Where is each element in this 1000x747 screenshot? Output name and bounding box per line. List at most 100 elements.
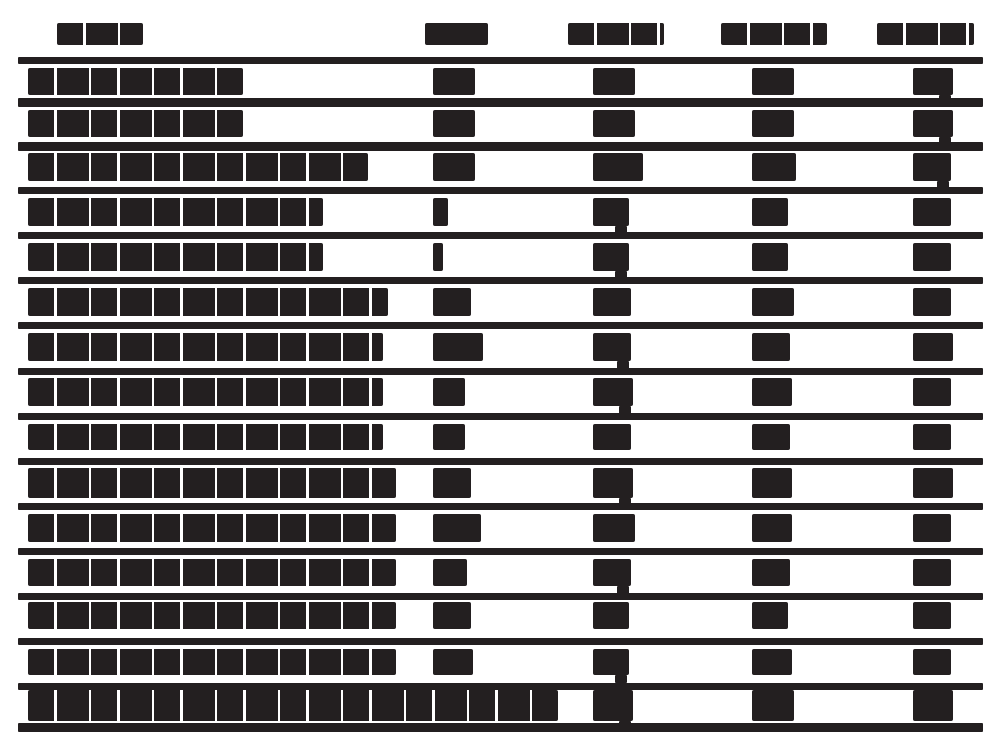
model-name-blob [28,110,243,137]
model-name-blob [28,514,396,542]
value-blob-c5 [913,559,951,586]
value-blob-c2 [433,514,481,542]
horizontal-rule-8 [18,413,983,420]
value-blob-c2 [433,378,465,406]
value-blob-c4 [752,649,792,675]
horizontal-rule-14 [18,683,983,690]
value-blob-c2 [433,288,471,316]
horizontal-rule-0 [18,57,983,64]
value-blob-c5 [913,288,951,316]
value-blob-c3 [593,333,631,361]
value-blob-c2 [433,559,467,586]
value-blob-c3 [593,110,635,137]
horizontal-rule-4 [18,232,983,239]
model-name-blob [28,424,383,450]
horizontal-rule-1 [18,98,983,107]
value-blob-c5 [913,649,951,675]
value-blob-c3 [593,690,633,721]
value-blob-c4 [752,198,788,226]
model-name-blob [28,559,396,586]
value-blob-c4 [752,110,794,137]
value-blob-c5 [913,468,953,498]
value-blob-c5 [913,424,951,450]
model-name-blob [28,153,368,181]
model-name-blob [28,243,323,271]
value-blob-c4 [752,68,794,95]
value-blob-c3 [593,424,631,450]
value-blob-c2 [433,468,471,498]
horizontal-rule-5 [18,277,983,284]
value-blob-c4 [752,690,794,721]
value-blob-tail [937,181,949,189]
value-blob-c5 [913,68,953,95]
value-blob-c3 [593,514,635,542]
value-blob-tail [939,137,951,145]
value-blob-c2 [433,243,443,271]
model-name-blob [28,690,558,721]
value-blob-c3 [593,68,635,95]
value-blob-c5 [913,153,951,181]
value-blob-c5 [913,690,953,721]
model-name-blob [28,68,243,95]
value-blob-c5 [913,333,953,361]
value-blob-c3 [593,559,631,586]
column-3-header-blob [568,23,664,45]
value-blob-c3 [593,198,629,226]
value-blob-c4 [752,378,792,406]
model-name-blob [28,378,383,406]
model-name-blob [28,333,383,361]
model-name-blob [28,468,396,498]
value-blob-c5 [913,378,951,406]
value-blob-c3 [593,288,631,316]
value-blob-c4 [752,514,792,542]
value-blob-c4 [752,468,792,498]
value-blob-c4 [752,333,790,361]
value-blob-c2 [433,153,475,181]
value-blob-c4 [752,288,794,316]
value-blob-tail [617,586,629,594]
value-blob-tail [619,406,631,414]
value-blob-tail [619,721,631,729]
horizontal-rule-15 [18,723,983,732]
value-blob-tail [615,271,627,279]
value-blob-c4 [752,243,788,271]
horizontal-rule-6 [18,322,983,329]
value-blob-c5 [913,514,951,542]
model-name-blob [28,198,323,226]
horizontal-rule-13 [18,638,983,645]
model-name-blob [28,602,396,629]
horizontal-rule-7 [18,368,983,375]
value-blob-c5 [913,602,951,629]
column-4-header-blob [721,23,827,45]
value-blob-c2 [433,424,465,450]
value-blob-c4 [752,602,788,629]
value-blob-tail [615,675,627,683]
value-blob-c5 [913,110,953,137]
value-blob-c3 [593,378,633,406]
value-blob-tail [615,226,627,234]
value-blob-c3 [593,468,633,498]
horizontal-rule-11 [18,548,983,555]
model-name-blob [28,649,396,675]
column-5-header-blob [877,23,974,45]
value-blob-c3 [593,153,643,181]
horizontal-rule-12 [18,593,983,600]
value-blob-c2 [433,602,471,629]
value-blob-c2 [433,110,475,137]
value-blob-c2 [433,198,448,226]
horizontal-rule-9 [18,458,983,465]
value-blob-tail [617,361,629,369]
value-blob-c3 [593,243,629,271]
horizontal-rule-2 [18,142,983,151]
value-blob-c3 [593,649,629,675]
value-blob-c4 [752,559,790,586]
value-blob-c3 [593,602,629,629]
value-blob-c2 [433,333,483,361]
value-blob-c2 [433,68,475,95]
value-blob-c2 [433,649,473,675]
model-name-blob [28,288,388,316]
horizontal-rule-3 [18,187,983,194]
value-blob-c5 [913,243,951,271]
value-blob-c4 [752,424,790,450]
